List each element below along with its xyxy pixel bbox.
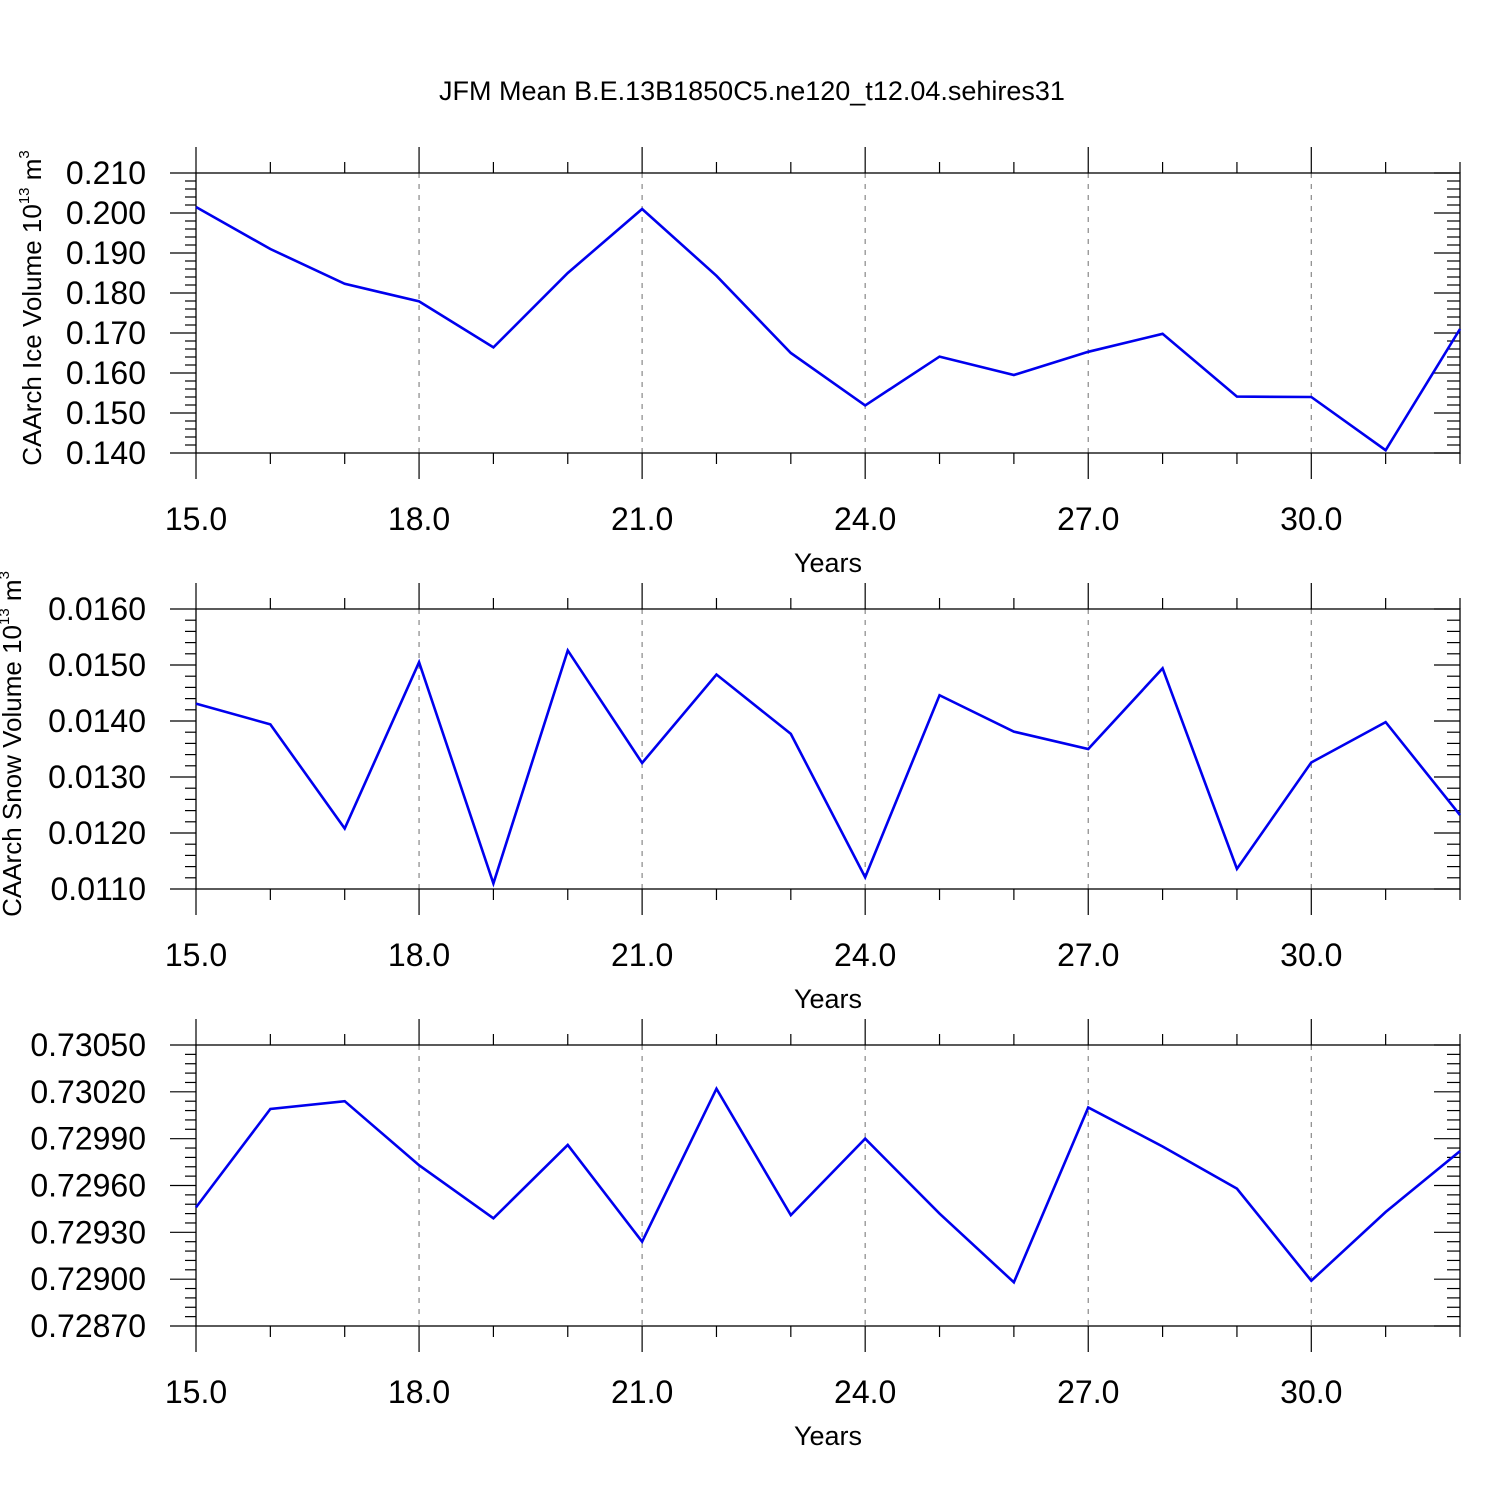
y-axis-label: CAArch Snow Volume 1013 m3: [0, 571, 27, 917]
x-tick-label: 27.0: [1057, 501, 1119, 537]
panels: 0.140 0.150 0.160 0.170 0.180 0.190 0.200 0.210…: [0, 147, 1462, 1451]
y-tick-label: 0.190: [66, 235, 146, 271]
x-tick-label: 27.0: [1057, 937, 1119, 973]
x-tick-label: 21.0: [611, 501, 673, 537]
y-tick-label: 0.140: [66, 435, 146, 471]
x-axis-label: Years: [794, 984, 862, 1014]
y-tick-label: 0.72960: [30, 1168, 146, 1204]
x-tick-label: 27.0: [1057, 1374, 1119, 1410]
y-tick-label: 0.72990: [30, 1121, 146, 1157]
series-line: [195, 647, 1462, 888]
x-tick-label: 18.0: [388, 501, 450, 537]
panel-3: 0.72870 0.72900 0.72930 0.72960 0.72990 0.730…: [30, 1019, 1461, 1451]
y-tick-label: 0.0160: [48, 591, 146, 627]
y-tick-label: 0.0150: [48, 647, 146, 683]
x-axis-label: Years: [794, 548, 862, 578]
x-tick-label: 24.0: [834, 1374, 896, 1410]
x-tick-label: 24.0: [834, 501, 896, 537]
y-tick-label: 0.72900: [30, 1261, 146, 1297]
y-tick-label: 0.0120: [48, 815, 146, 851]
y-tick-label: 0.200: [66, 195, 146, 231]
plot-frame: [195, 608, 1461, 890]
x-tick-label: 18.0: [388, 937, 450, 973]
x-tick-label: 30.0: [1280, 1374, 1342, 1410]
y-tick-label: 0.72870: [30, 1308, 146, 1344]
plot-frame: [195, 172, 1461, 454]
x-tick-label: 15.0: [165, 501, 227, 537]
y-tick-label: 0.210: [66, 155, 146, 191]
y-tick-label: 0.180: [66, 275, 146, 311]
y-tick-label: 0.150: [66, 395, 146, 431]
panel-1: 0.140 0.150 0.160 0.170 0.180 0.190 0.200 0.210…: [16, 147, 1462, 578]
figure-title: JFM Mean B.E.13B1850C5.ne120_t12.04.sehi…: [439, 76, 1065, 106]
x-tick-label: 21.0: [611, 1374, 673, 1410]
y-tick-label: 0.0130: [48, 759, 146, 795]
x-axis-label: Years: [794, 1421, 862, 1451]
x-tick-label: 30.0: [1280, 501, 1342, 537]
series-line: [195, 205, 1462, 453]
y-tick-label: 0.0110: [51, 871, 147, 907]
x-tick-label: 21.0: [611, 937, 673, 973]
y-tick-label: 0.73050: [30, 1027, 146, 1063]
y-tick-label: 0.72930: [30, 1214, 146, 1250]
series-line: [194, 1085, 1461, 1285]
y-tick-label: 0.160: [66, 355, 146, 391]
x-tick-label: 15.0: [165, 1374, 227, 1410]
x-tick-label: 15.0: [165, 937, 227, 973]
y-tick-label: 0.0140: [48, 703, 146, 739]
plot-frame: [195, 1044, 1461, 1327]
x-tick-label: 24.0: [834, 937, 896, 973]
panel-2: 0.0110 0.0120 0.0130 0.0140 0.0150 0.0160 15.0…: [0, 571, 1462, 1014]
x-tick-label: 18.0: [388, 1374, 450, 1410]
y-axis-label: CAArch Ice Volume 1013 m3: [16, 150, 47, 466]
y-tick-label: 0.73020: [30, 1074, 146, 1110]
y-tick-label: 0.170: [66, 315, 146, 351]
x-tick-label: 30.0: [1280, 937, 1342, 973]
